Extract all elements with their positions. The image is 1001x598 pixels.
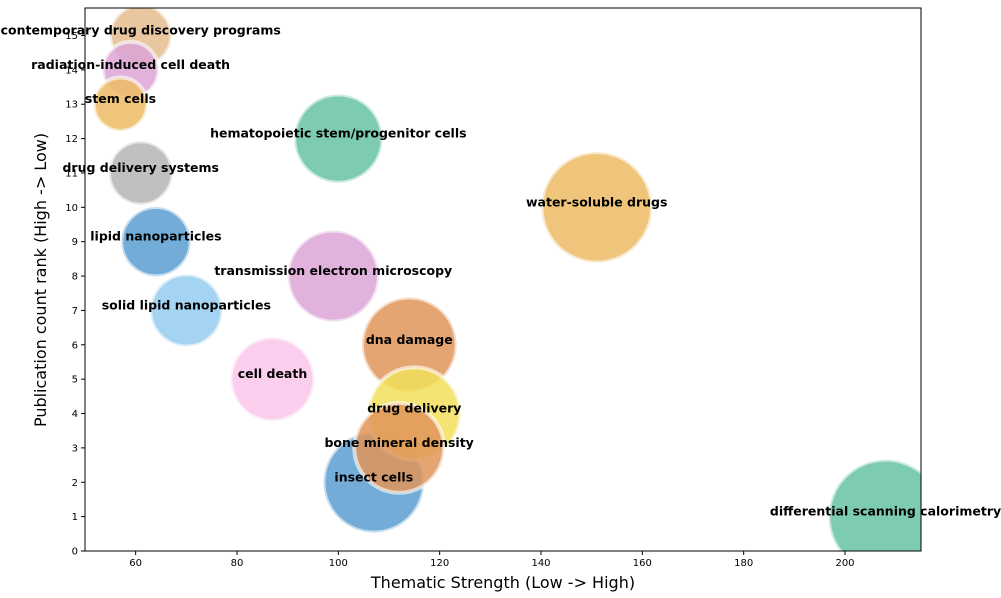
y-tick-label: 4 <box>72 409 78 420</box>
x-axis-ticks: 60 80 100 120 140 160 180 200 <box>129 551 855 569</box>
bubble-label-4: cell death <box>238 366 308 381</box>
bubble-6 <box>148 272 225 349</box>
bubble-0 <box>826 457 921 551</box>
y-tick-label: 8 <box>72 272 78 283</box>
bubble-label-14: contemporary drug discovery programs <box>1 22 281 37</box>
bubble-4 <box>228 335 317 424</box>
bubble-labels-layer: differential scanning calorimetry insect … <box>1 22 1001 518</box>
bubble-10 <box>106 139 175 207</box>
y-tick-label: 1 <box>72 512 78 523</box>
y-tick-label: 6 <box>72 340 78 351</box>
bubble-label-2: bone mineral density <box>324 435 473 450</box>
y-tick-label: 9 <box>72 237 78 248</box>
y-tick-label: 15 <box>65 31 78 42</box>
y-tick-label: 7 <box>72 306 78 317</box>
y-tick-label: 0 <box>72 547 78 558</box>
bubble-label-9: water-soluble drugs <box>526 194 667 209</box>
bubble-11 <box>292 92 385 185</box>
y-tick-label: 3 <box>72 443 78 454</box>
y-tick-label: 13 <box>65 100 78 111</box>
x-tick-label: 60 <box>129 558 142 569</box>
x-axis-label: Thematic Strength (Low -> High) <box>370 573 635 592</box>
bubble-label-3: drug delivery <box>367 401 461 416</box>
x-tick-label: 200 <box>835 558 854 569</box>
x-tick-label: 160 <box>633 558 652 569</box>
y-tick-label: 12 <box>65 134 78 145</box>
bubble-2 <box>352 401 447 495</box>
x-tick-label: 140 <box>531 558 550 569</box>
y-tick-label: 10 <box>65 203 78 214</box>
bubble-8 <box>119 205 193 279</box>
x-tick-label: 120 <box>430 558 449 569</box>
y-tick-label: 14 <box>65 65 78 76</box>
bubble-label-6: solid lipid nanoparticles <box>102 297 271 312</box>
y-axis-label: Publication count rank (High -> Low) <box>31 133 50 427</box>
bubble-9 <box>539 150 654 265</box>
bubbles-layer <box>91 8 921 551</box>
bubble-label-7: transmission electron microscopy <box>214 263 452 278</box>
bubble-label-5: dna damage <box>366 332 453 347</box>
bubble-7 <box>285 228 381 324</box>
bubble-label-1: insect cells <box>334 469 413 484</box>
plot-frame <box>84 7 922 552</box>
bubble-label-13: radiation-induced cell death <box>31 57 230 72</box>
bubble-label-8: lipid nanoparticles <box>90 229 221 244</box>
y-tick-label: 11 <box>65 168 78 179</box>
bubble-label-10: drug delivery systems <box>62 160 219 175</box>
y-tick-label: 5 <box>72 375 78 386</box>
bubble-label-11: hematopoietic stem/progenitor cells <box>210 126 467 141</box>
x-tick-label: 180 <box>734 558 753 569</box>
x-tick-label: 80 <box>231 558 244 569</box>
bubble-label-0: differential scanning calorimetry <box>770 504 1001 519</box>
x-tick-label: 100 <box>329 558 348 569</box>
bubble-12 <box>91 75 150 133</box>
bubble-label-12: stem cells <box>85 91 156 106</box>
y-tick-label: 2 <box>72 478 78 489</box>
